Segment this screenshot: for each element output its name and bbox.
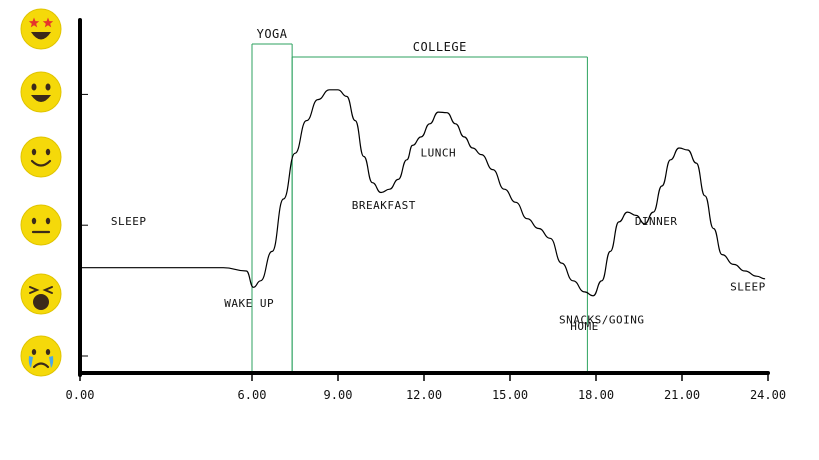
smiling-face-icon — [20, 136, 62, 178]
annotation-label: SNACKS/GOING — [559, 313, 644, 326]
tear — [28, 356, 33, 368]
tired-face-icon — [20, 273, 62, 315]
annotation-label: LUNCH — [421, 147, 457, 160]
x-tick-label: 6.00 — [238, 388, 267, 402]
annotation-label: BREAKFAST — [352, 199, 416, 212]
eye — [45, 349, 51, 355]
x-tick-label: 18.00 — [578, 388, 614, 402]
crying-face-icon — [20, 335, 62, 377]
open-mouth — [33, 294, 49, 310]
x-tick-label: 0.00 — [66, 388, 95, 402]
eye — [45, 83, 51, 91]
annotation-label: WAKE UP — [224, 297, 274, 310]
band-college: COLLEGE — [291, 40, 588, 373]
squint-eye — [42, 286, 53, 294]
face-disc — [20, 71, 62, 113]
annotation-label: SLEEP — [111, 215, 147, 228]
face-disc — [20, 136, 62, 178]
star-eye — [28, 17, 40, 28]
star-eye — [42, 17, 54, 28]
annotation-label: DINNER — [635, 215, 678, 228]
grinning-face-icon — [20, 71, 62, 113]
eye — [31, 148, 37, 156]
star-struck-face-icon — [20, 8, 62, 50]
x-tick-label: 24.00 — [750, 388, 786, 402]
band-label: YOGA — [257, 27, 288, 41]
open-mouth — [31, 95, 51, 102]
squint-eye — [29, 286, 40, 294]
band-yoga: YOGA — [251, 27, 293, 373]
face-disc — [20, 8, 62, 50]
annotation-label: SLEEP — [730, 281, 766, 294]
smile — [30, 159, 52, 167]
annotation-label: HOME — [570, 320, 599, 333]
face-disc — [20, 335, 62, 377]
mood-series-line — [79, 89, 766, 297]
eye — [31, 217, 37, 225]
eye — [31, 83, 37, 91]
frown — [32, 362, 50, 369]
x-tick-label: 12.00 — [406, 388, 442, 402]
open-mouth — [31, 32, 51, 40]
x-tick-label: 21.00 — [664, 388, 700, 402]
eye — [45, 148, 51, 156]
face-disc — [20, 204, 62, 246]
tear — [49, 356, 54, 368]
neutral-face-icon — [20, 204, 62, 246]
band-label: COLLEGE — [413, 40, 467, 54]
eye — [45, 217, 51, 225]
x-tick-label: 15.00 — [492, 388, 528, 402]
x-tick-label: 9.00 — [324, 388, 353, 402]
eye — [31, 349, 37, 355]
